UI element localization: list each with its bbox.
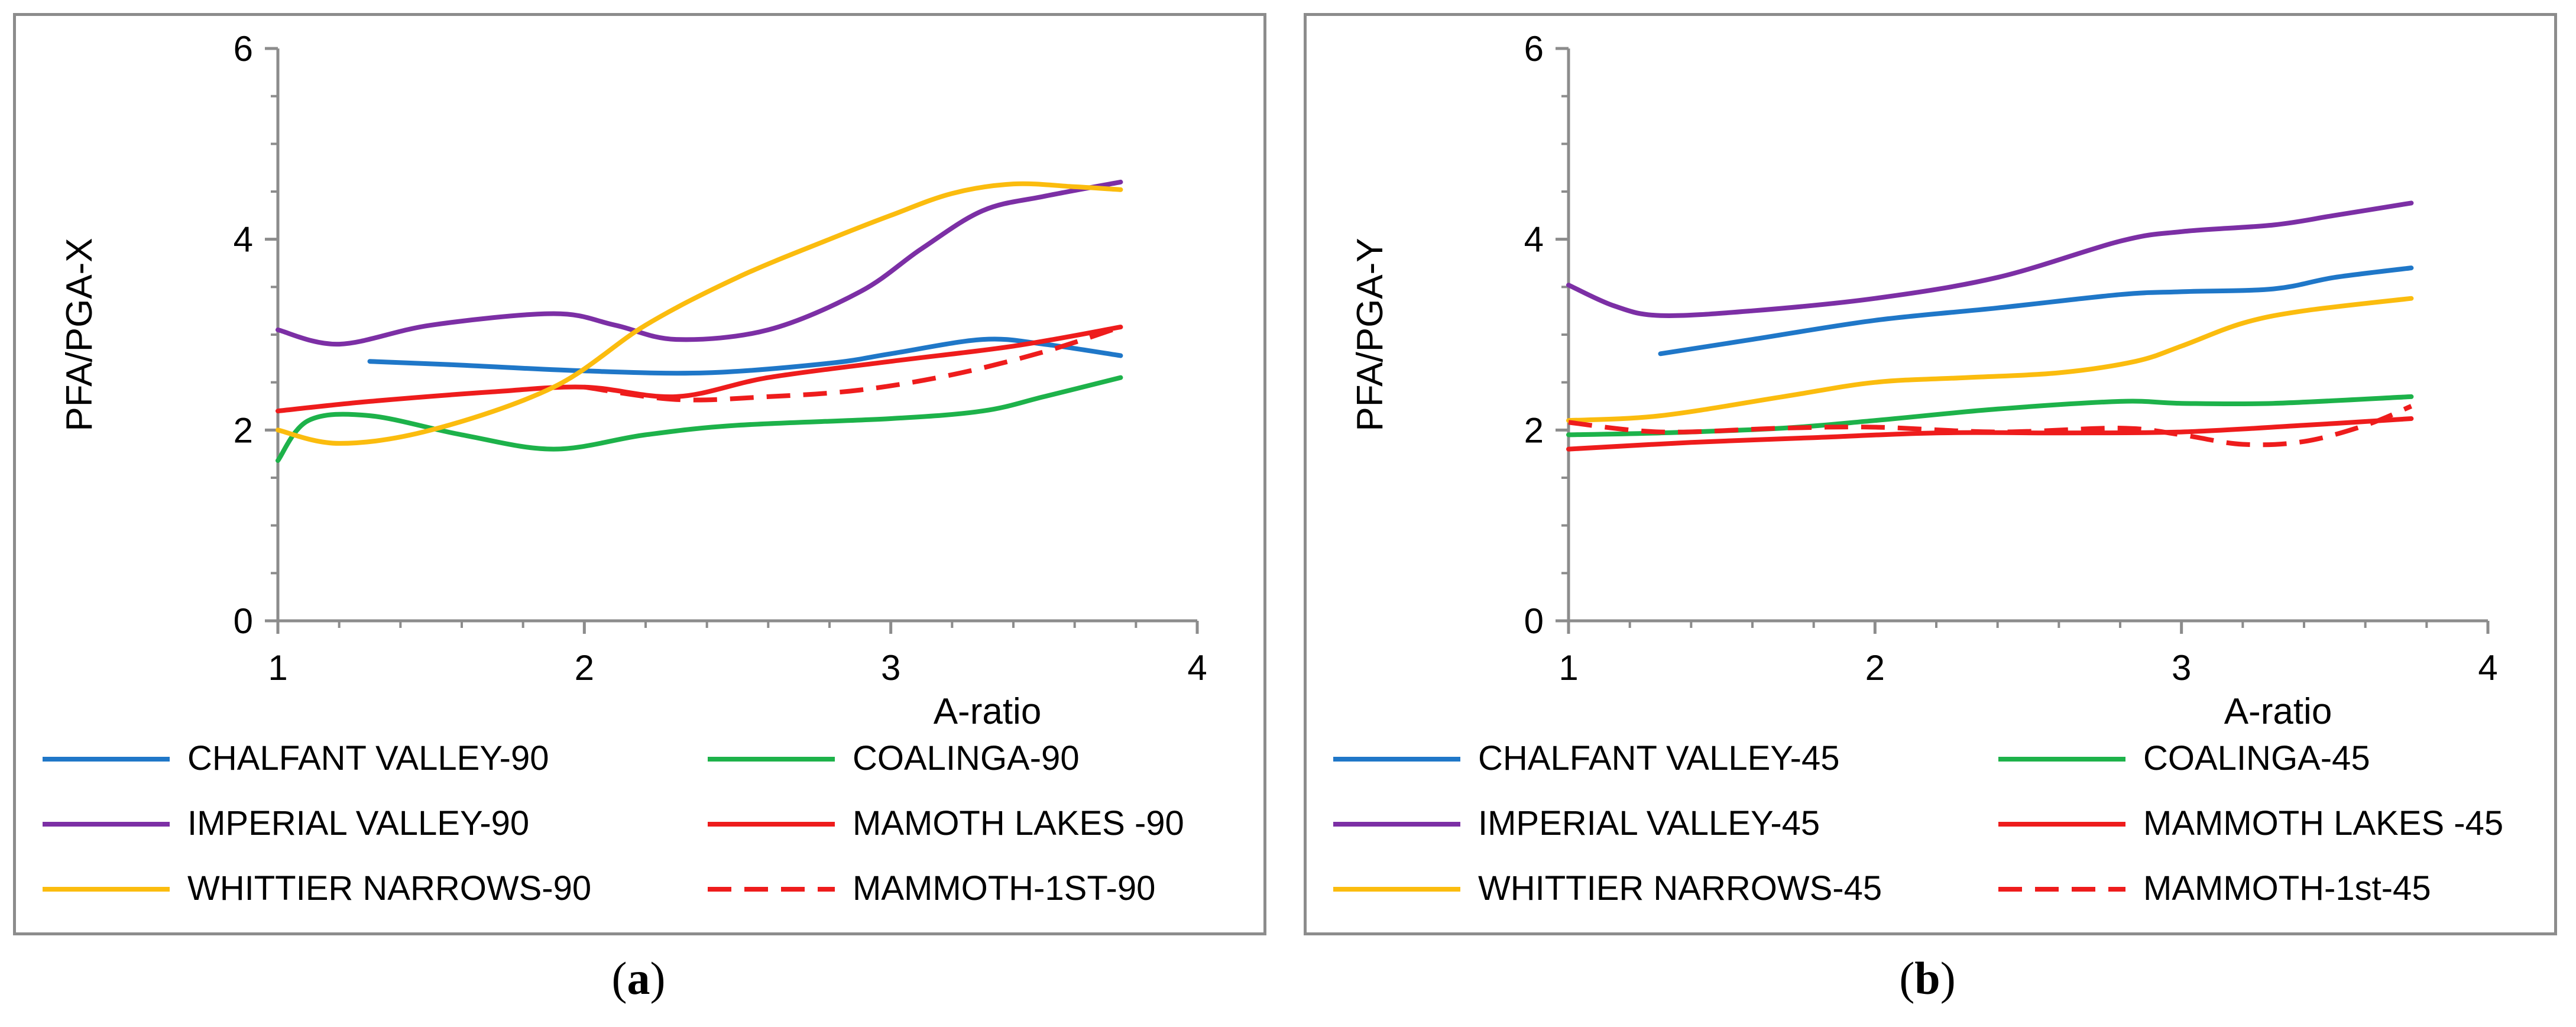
chart1-legend-label: WHITTIER NARROWS-45 [1478,869,1882,908]
chart1-legend-entry: MAMMOTH-1st-45 [1998,869,2431,908]
caption-b-letter: b [1914,953,1940,1004]
chart0-legend-entry: WHITTIER NARROWS-90 [43,869,591,908]
chart1-x-tick-label: 1 [1558,648,1578,688]
chart1-series-line-1 [1566,394,2414,438]
chart1-y-axis-title: PFA/PGA-Y [1350,238,1391,431]
chart0-legend-entry: MAMMOTH-1ST-90 [708,869,1155,908]
chart0-x-tick-label: 1 [268,648,287,688]
chart0-y-tick-label: 0 [234,601,253,641]
chart0-series-line-5 [584,325,1122,403]
caption-a-letter: a [627,953,650,1004]
chart0-legend-entry: MAMOTH LAKES -90 [708,804,1184,843]
chart0-legend-entry: CHALFANT VALLEY-90 [43,739,549,777]
chart1-x-tick-label: 2 [1865,648,1885,688]
chart1-y-tick-label: 6 [1524,29,1544,69]
chart1-legend-entry: WHITTIER NARROWS-45 [1333,869,1882,908]
chart1-legend-label: COALINGA-45 [2143,739,2370,777]
chart-panel-a: 0 2 4 6 1 2 3 4 A-ratio PFA/PGA-X CHALFANT VALLEY-… [13,13,1266,935]
chart0-y-tick-label: 2 [234,410,253,450]
chart0-series-line-2 [276,179,1123,347]
chart1-series-line-4 [1566,296,2414,423]
chart0-legend-entry: IMPERIAL VALLEY-90 [43,804,529,843]
chart0-legend-entry: COALINGA-90 [708,739,1080,777]
chart-a-svg: 0 2 4 6 1 2 3 4 A-ratio PFA/PGA-X CHALFANT VALLEY-… [43,29,1207,908]
caption-a: (a) [611,953,666,1004]
chart0-y-tick-label: 6 [234,29,253,69]
chart0-series-line-1 [276,375,1123,463]
chart0-x-axis-title: A-ratio [934,691,1042,732]
chart0-x-tick-label: 2 [575,648,594,688]
chart1-legend-label: CHALFANT VALLEY-45 [1478,739,1839,777]
chart0-x-tick-label: 3 [881,648,900,688]
chart0-series-line-3 [276,325,1123,414]
chart1-legend-label: IMPERIAL VALLEY-45 [1478,804,1820,843]
chart-b-svg: 0 2 4 6 1 2 3 4 A-ratio PFA/PGA-Y CHALFANT VALLEY-… [1333,29,2503,908]
chart1-x-axis-title: A-ratio [2224,691,2332,732]
chart0-legend-label: MAMMOTH-1ST-90 [853,869,1155,908]
caption-b: (b) [1899,953,1956,1004]
chart0-series-line-4 [276,181,1123,446]
chart1-legend-entry: MAMMOTH LAKES -45 [1998,804,2503,843]
chart1-legend-entry: COALINGA-45 [1998,739,2370,777]
chart1-series-line-2 [1566,200,2414,318]
chart0-series-line-0 [367,336,1123,376]
chart0-legend-label: CHALFANT VALLEY-90 [187,739,549,777]
chart1-y-tick-label: 4 [1524,220,1544,260]
chart1-legend-label: MAMMOTH-1st-45 [2143,869,2431,908]
chart0-legend-label: COALINGA-90 [853,739,1080,777]
chart1-legend-entry: CHALFANT VALLEY-45 [1333,739,1839,777]
chart1-y-tick-label: 0 [1524,601,1544,641]
chart0-legend-label: MAMOTH LAKES -90 [853,804,1184,843]
chart0-legend-label: IMPERIAL VALLEY-90 [187,804,529,843]
chart-panel-b: 0 2 4 6 1 2 3 4 A-ratio PFA/PGA-Y CHALFANT VALLEY-… [1304,13,2557,935]
chart1-x-tick-label: 3 [2172,648,2191,688]
chart1-x-tick-label: 4 [2478,648,2497,688]
chart0-x-tick-label: 4 [1187,648,1207,688]
chart0-legend-label: WHITTIER NARROWS-90 [187,869,591,908]
chart1-series-line-5 [1568,404,2412,448]
chart0-y-tick-label: 4 [234,220,253,260]
chart1-legend-label: MAMMOTH LAKES -45 [2143,804,2503,843]
chart1-series-line-0 [1658,265,2414,357]
chart0-y-axis-title: PFA/PGA-X [59,238,100,431]
chart1-legend-entry: IMPERIAL VALLEY-45 [1333,804,1820,843]
chart1-y-tick-label: 2 [1524,410,1544,450]
